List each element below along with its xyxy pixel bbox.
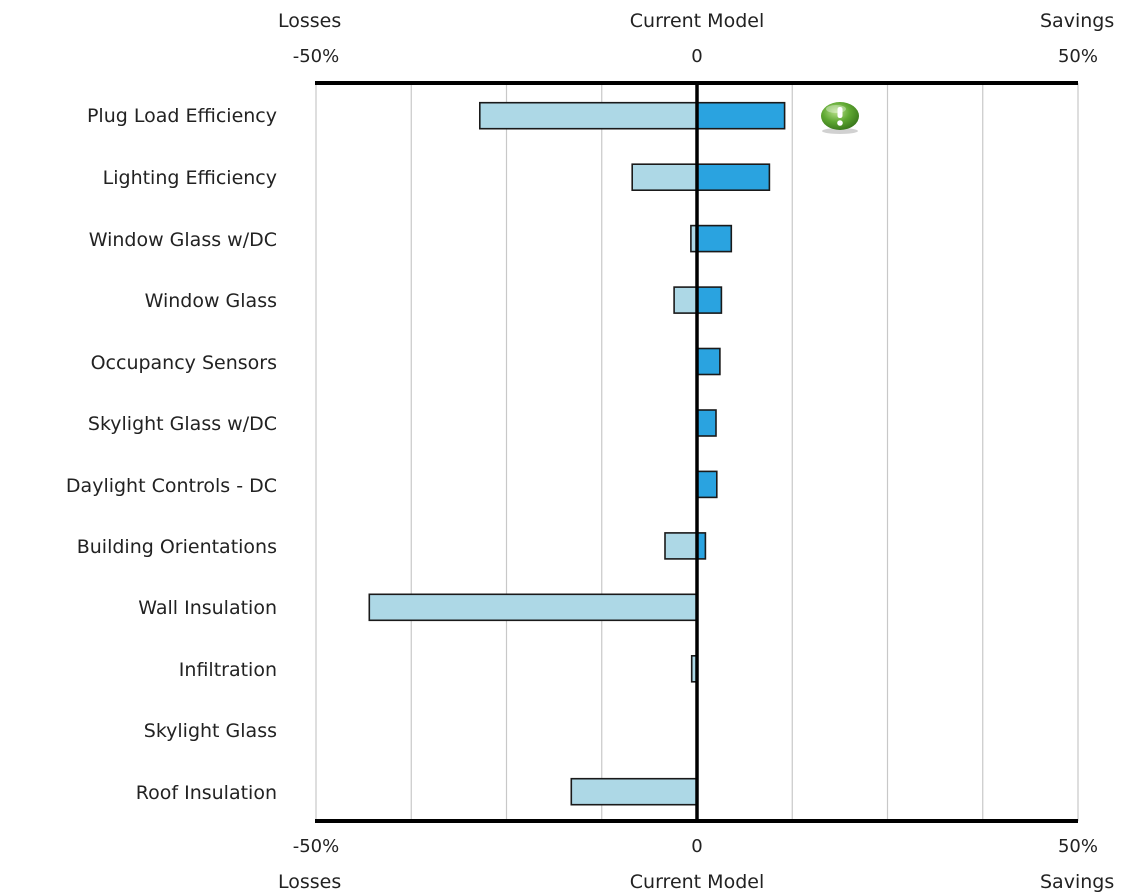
grid-lines — [315, 83, 1079, 821]
saving-bar[interactable] — [696, 224, 733, 253]
bottom-tick-label: 0 — [691, 836, 702, 857]
loss-bar[interactable] — [664, 532, 698, 560]
top-losses-header: Losses — [278, 10, 342, 32]
exclamation-alert-icon[interactable] — [818, 101, 862, 135]
tick-labels: -50% -50% 0 0 50% 50% — [293, 46, 1098, 857]
category-label: Daylight Controls - DC — [65, 475, 277, 497]
saving-bar[interactable] — [696, 286, 723, 314]
saving-bar[interactable] — [696, 101, 786, 130]
loss-bar[interactable] — [631, 163, 698, 191]
top-tick-label: -50% — [293, 46, 340, 67]
loss-bar[interactable] — [368, 593, 698, 622]
top-current-model-header: Current Model — [629, 10, 765, 32]
bottom-savings-header: Savings — [1040, 871, 1115, 893]
saving-bar[interactable] — [696, 470, 718, 499]
saving-bar[interactable] — [696, 409, 717, 437]
bars — [368, 101, 786, 806]
bottom-tick-label: -50% — [293, 836, 340, 857]
category-label: Infiltration — [178, 659, 277, 681]
top-tick-label: 50% — [1058, 46, 1098, 67]
category-label: Plug Load Efficiency — [86, 105, 277, 127]
bottom-current-model-header: Current Model — [629, 871, 765, 893]
category-label: Window Glass — [144, 290, 277, 312]
category-label: Skylight Glass w/DC — [87, 413, 277, 435]
bottom-losses-header: Losses — [278, 871, 342, 893]
axes — [315, 81, 1078, 823]
category-label: Building Orientations — [76, 536, 277, 558]
category-label: Roof Insulation — [135, 782, 277, 804]
category-label: Occupancy Sensors — [90, 352, 277, 374]
saving-bar[interactable] — [696, 163, 771, 191]
loss-bar[interactable] — [478, 101, 698, 130]
top-tick-label: 0 — [691, 46, 702, 67]
category-label: Wall Insulation — [138, 597, 277, 619]
bottom-tick-label: 50% — [1058, 836, 1098, 857]
saving-bar[interactable] — [696, 347, 721, 376]
loss-bar[interactable] — [673, 286, 698, 314]
top-savings-header: Savings — [1040, 10, 1115, 32]
category-label: Lighting Efficiency — [102, 167, 277, 189]
loss-bar[interactable] — [570, 777, 698, 806]
category-label: Window Glass w/DC — [88, 229, 277, 251]
category-label: Skylight Glass — [143, 720, 277, 742]
